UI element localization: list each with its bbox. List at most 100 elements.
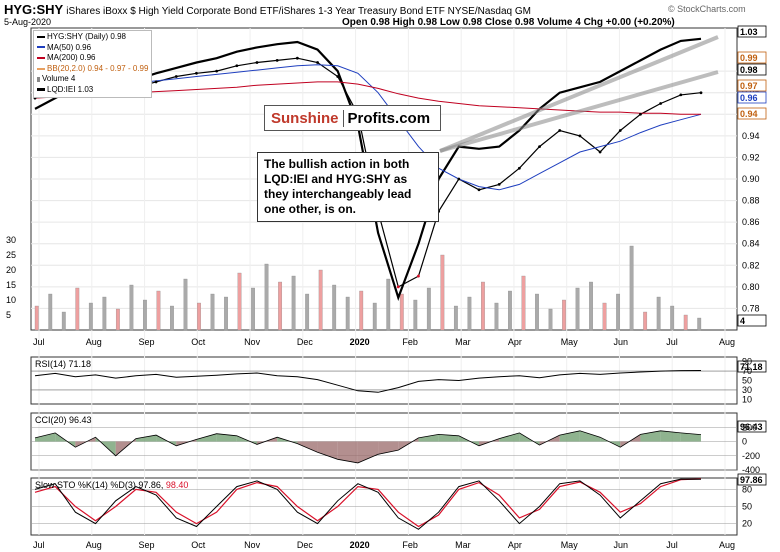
volume-bar	[481, 281, 485, 331]
volume-tick-label: 5	[6, 310, 11, 320]
value-box-cci	[737, 420, 767, 433]
volume-bar	[453, 305, 458, 331]
price-point	[255, 61, 259, 64]
value-box-label-rsi: 71.18	[740, 362, 763, 372]
cci-tick-label: 200	[742, 422, 757, 432]
x-tick-label: Oct	[191, 337, 206, 347]
value-box-close	[737, 63, 767, 76]
value-box-vol	[737, 314, 767, 327]
legend-lqd: LQD:IEI 1.03	[37, 85, 148, 96]
x-tick-label: 2020	[350, 337, 370, 347]
cci-line	[34, 430, 702, 464]
price-point	[195, 71, 198, 75]
legend-ma200: MA(200) 0.96	[37, 53, 148, 64]
volume-bar	[494, 302, 499, 331]
volume-bar	[251, 287, 255, 331]
rsi-tick-label: 10	[742, 394, 752, 404]
x-tick-label-bottom: Dec	[297, 540, 314, 550]
sto-k-line	[34, 478, 702, 530]
cci-area	[378, 441, 399, 455]
value-box-label-cci: 96.43	[740, 422, 763, 432]
value-box-label-lqd: 1.03	[740, 27, 758, 37]
volume-bar	[656, 296, 661, 331]
price-point	[215, 69, 219, 73]
value-box-rsi	[737, 360, 767, 373]
rsi-tick-label: 50	[742, 376, 752, 386]
cci-area	[418, 434, 439, 442]
volume-bar	[589, 281, 593, 331]
volume-bar	[697, 317, 702, 331]
x-tick-label: Jul	[33, 337, 45, 347]
value-box-label-vol: 4	[740, 316, 745, 326]
price-legend: HYG:SHY (Daily) 0.98 MA(50) 0.96 MA(200)…	[33, 30, 153, 98]
value-box-label-ma: 0.96	[740, 93, 758, 103]
volume-bar	[197, 302, 201, 331]
price-point	[517, 166, 521, 170]
x-tick-label: Dec	[297, 337, 314, 347]
volume-bar	[156, 290, 161, 331]
value-box-bb_mid	[737, 79, 767, 92]
volume-bar	[305, 293, 310, 331]
volume-bar	[183, 278, 188, 331]
volume-bar	[426, 287, 431, 331]
cci-area	[317, 441, 338, 460]
legend-ma50: MA(50) 0.96	[37, 43, 148, 54]
price-point	[497, 182, 501, 186]
volume-bar	[61, 311, 66, 331]
volume-tick-label: 25	[6, 250, 16, 260]
x-tick-label: Apr	[508, 337, 522, 347]
volume-bar	[34, 305, 39, 331]
volume-bar	[278, 281, 283, 331]
volume-bar	[332, 284, 337, 331]
price-point	[154, 80, 158, 84]
y-tick-label: 0.94	[742, 131, 760, 141]
ticker-description: iShares iBoxx $ High Yield Corporate Bon…	[66, 6, 531, 17]
ticker: HYG:SHY	[4, 2, 64, 17]
price-point	[235, 64, 239, 68]
volume-bar	[413, 299, 418, 331]
sto-label: Slow STO %K(14) %D(3) 97.86, 98.40	[35, 480, 188, 490]
legend-bb: BB(20,2.0) 0.94 - 0.97 - 0.99	[37, 64, 148, 75]
sto-tick-label: 80	[742, 484, 752, 494]
price-point	[679, 93, 683, 97]
volume-bar	[386, 278, 391, 331]
price-point	[417, 274, 420, 278]
header-ohlc: Open 0.98 High 0.98 Low 0.98 Close 0.98 …	[342, 17, 675, 28]
logo-part2: Profits.com	[342, 109, 430, 127]
x-tick-label-bottom: Nov	[244, 540, 261, 550]
y-tick-label: 0.86	[742, 217, 760, 227]
rsi-panel-frame	[30, 356, 738, 405]
sunshine-profits-logo: Sunshine Profits.com	[264, 105, 441, 131]
rsi-line	[34, 370, 702, 393]
volume-tick-label: 10	[6, 295, 16, 305]
price-point	[618, 129, 622, 132]
volume-tick-label: 30	[6, 235, 16, 245]
volume-bar	[616, 293, 621, 331]
x-tick-label: Aug	[86, 337, 102, 347]
volume-bar	[129, 284, 134, 331]
volume-bar	[575, 287, 580, 331]
x-tick-label-bottom: Jul	[666, 540, 678, 550]
price-point	[659, 102, 663, 105]
value-box-bb_low	[737, 107, 767, 120]
cci-area	[600, 437, 621, 448]
volume-bar	[115, 308, 120, 331]
x-tick-label-bottom: Jun	[613, 540, 628, 550]
cci-tick-label: -400	[742, 465, 760, 475]
y-tick-label: 0.90	[742, 174, 760, 184]
volume-bar	[440, 254, 445, 331]
volume-tick-label: 15	[6, 280, 16, 290]
volume-bar	[548, 308, 553, 331]
price-point	[699, 91, 703, 95]
volume-bar	[359, 290, 364, 331]
volume-bar	[170, 305, 174, 331]
y-tick-label: 0.78	[742, 303, 760, 313]
price-point	[295, 56, 299, 60]
volume-bar	[102, 296, 107, 331]
cci-area	[680, 432, 701, 442]
x-tick-label: Jun	[613, 337, 628, 347]
x-tick-label: Nov	[244, 337, 261, 347]
rsi-label: RSI(14) 71.18	[35, 359, 91, 369]
volume-bar	[602, 302, 607, 331]
